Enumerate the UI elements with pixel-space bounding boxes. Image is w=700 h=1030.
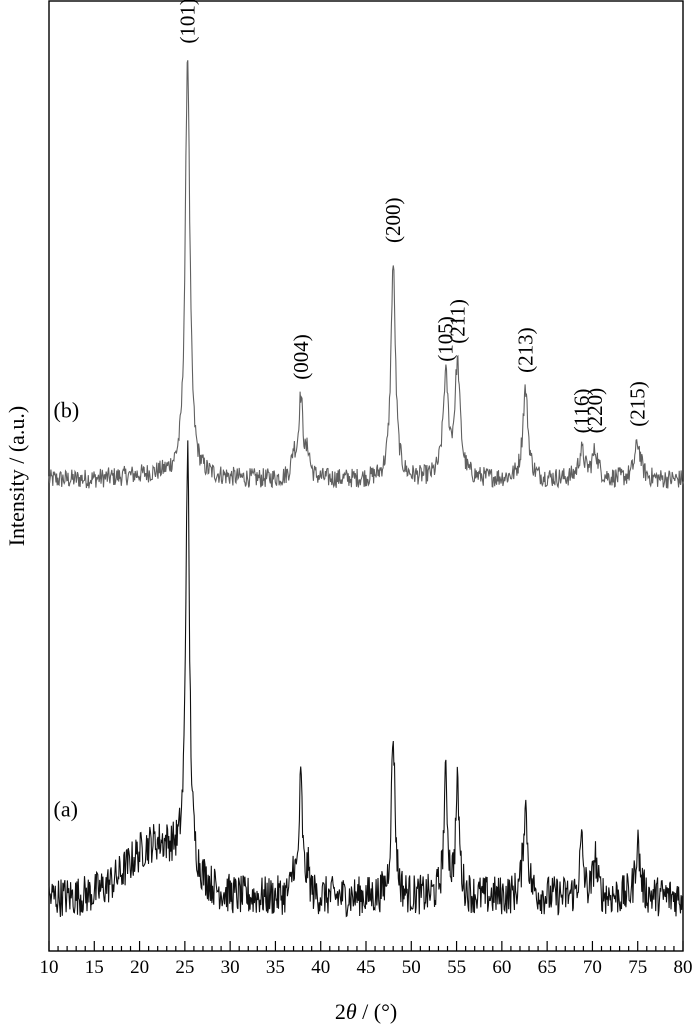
- x-tick-label: 10: [40, 957, 59, 978]
- peak-label: (105): [434, 316, 458, 362]
- y-axis-title: Intensity / (a.u.): [4, 406, 29, 547]
- curves-layer: [48, 60, 684, 918]
- x-axis-title-unit: / (°): [357, 999, 398, 1024]
- x-tick-label: 55: [447, 957, 466, 978]
- peak-label: (004): [289, 334, 313, 380]
- x-tick-label: 60: [492, 957, 511, 978]
- x-tick-label: 30: [221, 957, 240, 978]
- x-tick-label: 70: [583, 957, 602, 978]
- peak-label: (215): [626, 381, 650, 427]
- x-tick-label: 75: [628, 957, 647, 978]
- x-tick-label: 40: [311, 957, 330, 978]
- peak-label: (116): [570, 389, 594, 434]
- series-line: [48, 440, 684, 918]
- x-tick-label: 45: [357, 957, 376, 978]
- peak-labels-layer: (101) (004) (200) (105)(211) (213) (116)(220)…: [176, 0, 650, 433]
- series-labels-layer: (b) (a): [54, 398, 80, 822]
- peak-label: (220): [583, 388, 607, 434]
- x-axis-title-prefix: 2: [335, 999, 346, 1024]
- peak-label: (200): [381, 198, 405, 244]
- x-tick-label: 80: [674, 957, 693, 978]
- series-line: [48, 60, 684, 489]
- series-label: (a): [54, 797, 78, 822]
- x-tick-label: 35: [266, 957, 285, 978]
- x-tick-label: 65: [538, 957, 557, 978]
- x-axis-title-theta: θ: [346, 999, 357, 1024]
- x-tick-label: 50: [402, 957, 421, 978]
- x-tick-label: 15: [85, 957, 104, 978]
- x-tick-label: 20: [130, 957, 149, 978]
- x-ticks-layer: 10 15 20 25 30 35 40 45 50 55 60 65 70 75 80: [40, 941, 693, 978]
- x-tick-label: 25: [175, 957, 194, 978]
- x-axis-title: 2θ / (°): [335, 999, 397, 1024]
- peak-label: (213): [513, 327, 537, 373]
- peak-label: (101): [176, 0, 200, 44]
- peak-label: (211): [446, 299, 470, 344]
- series-label: (b): [54, 398, 80, 423]
